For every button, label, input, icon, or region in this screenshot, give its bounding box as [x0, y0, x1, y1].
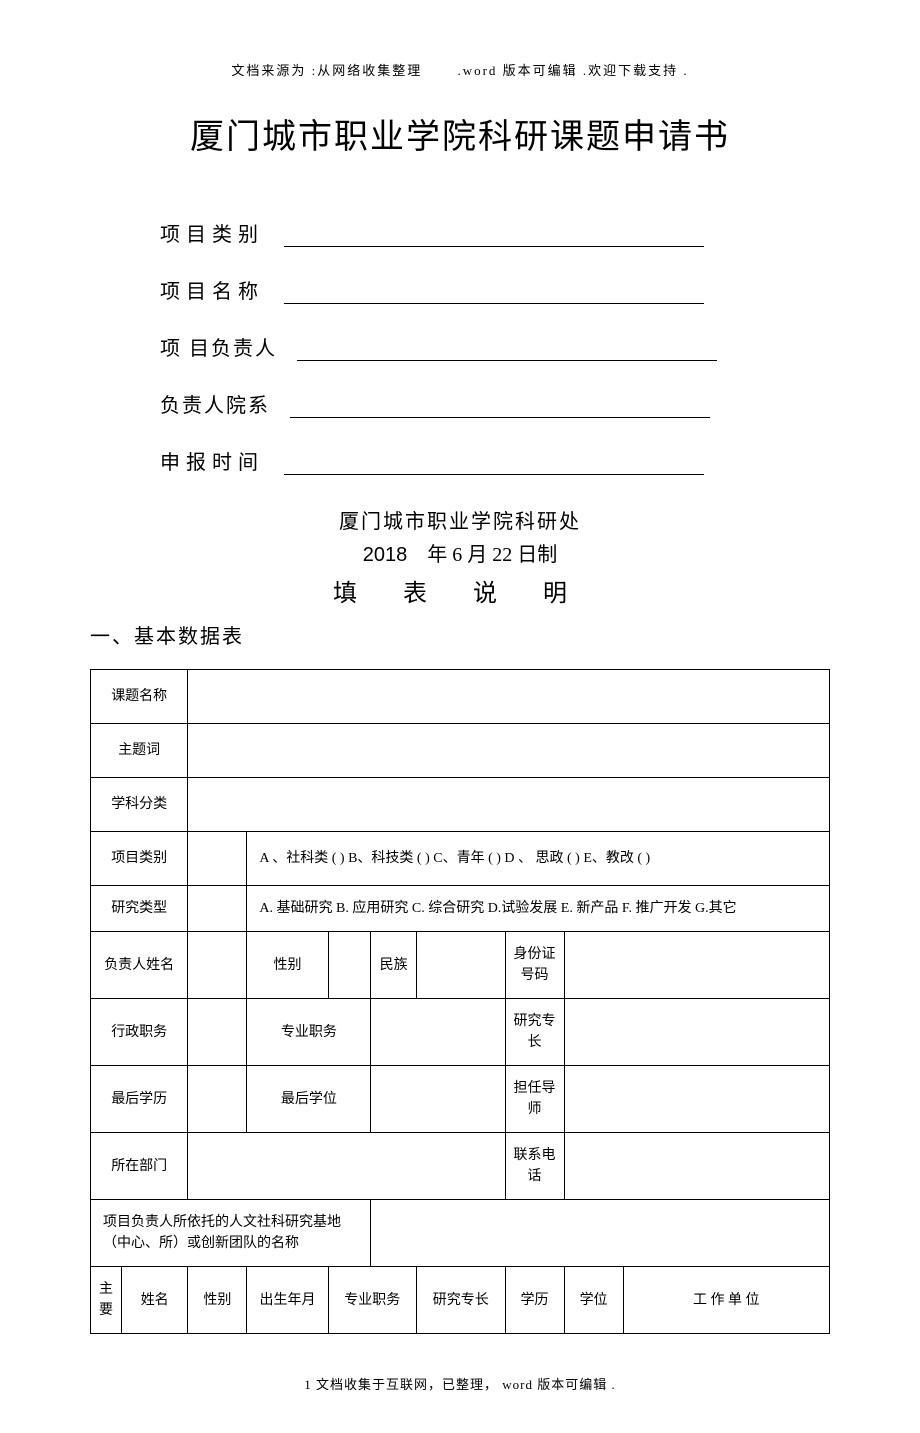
header-note-left: 文档来源为 :从网络收集整理	[231, 63, 422, 78]
cell-keywords-value	[188, 724, 830, 778]
cell-h-workunit: 工 作 单 位	[623, 1267, 829, 1334]
field-underline	[284, 246, 704, 247]
cell-project-category-label: 项目类别	[91, 832, 188, 886]
basic-data-table: 课题名称 主题词 学科分类 项目类别 A 、社科类 ( ) B、科技类 ( ) …	[90, 669, 830, 1334]
issuer-date-text: 年 6 月 22 日制	[427, 544, 557, 566]
table-row: 负责人姓名 性别 民族 身份证号码	[91, 932, 830, 999]
cell-gender-value	[328, 932, 371, 999]
footer-text: 文档收集于互联网，已整理， word 版本可编辑 .	[316, 1377, 616, 1392]
cell-h-gender: 性别	[188, 1267, 247, 1334]
cell-prof-post-label: 专业职务	[247, 999, 371, 1066]
cell-research-speciality-label: 研究专长	[505, 999, 564, 1066]
field-label-leader: 项 目负责人	[160, 332, 277, 361]
cell-research-speciality-value	[564, 999, 829, 1066]
cell-h-speciality: 研究专长	[417, 1267, 505, 1334]
cell-last-education-value	[188, 1066, 247, 1133]
cell-subject-value	[188, 778, 830, 832]
cell-supervisor-label: 担任导师	[505, 1066, 564, 1133]
cell-project-category-options: A 、社科类 ( ) B、科技类 ( ) C、青年 ( ) D 、 思政 ( )…	[247, 832, 830, 886]
cell-ethnicity-label: 民族	[371, 932, 417, 999]
cell-last-education-label: 最后学历	[91, 1066, 188, 1133]
cell-admin-post-label: 行政职务	[91, 999, 188, 1066]
cell-phone-value	[564, 1133, 829, 1200]
form-row-name: 项目名称	[160, 275, 830, 304]
section-heading: 一、基本数据表	[90, 620, 830, 649]
header-source-note: 文档来源为 :从网络收集整理 .word 版本可编辑 .欢迎下载支持 .	[90, 60, 830, 79]
footer-note: 1 文档收集于互联网，已整理， word 版本可编辑 .	[90, 1374, 830, 1393]
issuer-date-rest	[412, 544, 427, 566]
cell-id-value	[564, 932, 829, 999]
issuer-name: 厦门城市职业学院科研处	[90, 505, 830, 534]
table-row: 学科分类	[91, 778, 830, 832]
issuer-date: 2018 年 6 月 22 日制	[90, 538, 830, 567]
table-row: 主题词	[91, 724, 830, 778]
document-title: 厦门城市职业学院科研课题申请书	[90, 109, 830, 158]
cell-supervisor-value	[564, 1066, 829, 1133]
table-row: 研究类型 A. 基础研究 B. 应用研究 C. 综合研究 D.试验发展 E. 新…	[91, 886, 830, 932]
field-label-department: 负责人院系	[160, 389, 270, 418]
cell-id-label: 身份证号码	[505, 932, 564, 999]
cell-last-degree-value	[371, 1066, 505, 1133]
table-row: 最后学历 最后学位 担任导师	[91, 1066, 830, 1133]
cell-gender-label: 性别	[247, 932, 328, 999]
cell-leader-name-label: 负责人姓名	[91, 932, 188, 999]
cell-department-value	[188, 1133, 505, 1200]
cell-spacer	[188, 886, 247, 932]
cell-admin-post-value	[188, 999, 247, 1066]
cell-h-profpost: 专业职务	[328, 1267, 417, 1334]
cell-last-degree-label: 最后学位	[247, 1066, 371, 1133]
cell-topic-name-value	[188, 670, 830, 724]
issuer-year: 2018	[363, 544, 408, 566]
cell-prof-post-value	[371, 999, 505, 1066]
cell-h-education: 学历	[505, 1267, 564, 1334]
cell-h-birth: 出生年月	[247, 1267, 328, 1334]
field-label-name: 项目名称	[160, 275, 264, 304]
cell-phone-label: 联系电话	[505, 1133, 564, 1200]
cell-h-name: 姓名	[122, 1267, 188, 1334]
table-row: 项目负责人所依托的人文社科研究基地（中心、所）或创新团队的名称	[91, 1200, 830, 1267]
field-label-category: 项目类别	[160, 218, 264, 247]
issuer-block: 厦门城市职业学院科研处 2018 年 6 月 22 日制 填 表 说 明	[90, 505, 830, 608]
table-row: 所在部门 联系电话	[91, 1133, 830, 1200]
form-row-category: 项目类别	[160, 218, 830, 247]
cell-subject-label: 学科分类	[91, 778, 188, 832]
cell-research-type-options: A. 基础研究 B. 应用研究 C. 综合研究 D.试验发展 E. 新产品 F.…	[247, 886, 830, 932]
field-underline	[284, 474, 704, 475]
cell-leader-name-value	[188, 932, 247, 999]
cell-research-type-label: 研究类型	[91, 886, 188, 932]
cell-department-label: 所在部门	[91, 1133, 188, 1200]
field-underline	[284, 303, 704, 304]
cell-topic-name-label: 课题名称	[91, 670, 188, 724]
instructions-title: 填 表 说 明	[90, 573, 830, 608]
table-row: 课题名称	[91, 670, 830, 724]
cell-keywords-label: 主题词	[91, 724, 188, 778]
form-fields-block: 项目类别 项目名称 项 目负责人 负责人院系 申报时间	[160, 218, 830, 475]
header-note-right: .word 版本可编辑 .欢迎下载支持 .	[457, 63, 688, 78]
cell-spacer	[188, 832, 247, 886]
footer-page-num: 1	[304, 1377, 312, 1392]
table-row: 行政职务 专业职务 研究专长	[91, 999, 830, 1066]
cell-base-label: 项目负责人所依托的人文社科研究基地（中心、所）或创新团队的名称	[91, 1200, 371, 1267]
field-underline	[290, 417, 710, 418]
field-underline	[297, 360, 717, 361]
cell-h-degree: 学位	[564, 1267, 623, 1334]
field-label-apply-time: 申报时间	[160, 446, 264, 475]
form-row-department: 负责人院系	[160, 389, 830, 418]
cell-base-value	[371, 1200, 830, 1267]
form-row-apply-time: 申报时间	[160, 446, 830, 475]
form-row-leader: 项 目负责人	[160, 332, 830, 361]
table-row: 项目类别 A 、社科类 ( ) B、科技类 ( ) C、青年 ( ) D 、 思…	[91, 832, 830, 886]
table-row: 主要 姓名 性别 出生年月 专业职务 研究专长 学历 学位 工 作 单 位	[91, 1267, 830, 1334]
cell-main-label: 主要	[91, 1267, 122, 1334]
cell-ethnicity-value	[417, 932, 505, 999]
